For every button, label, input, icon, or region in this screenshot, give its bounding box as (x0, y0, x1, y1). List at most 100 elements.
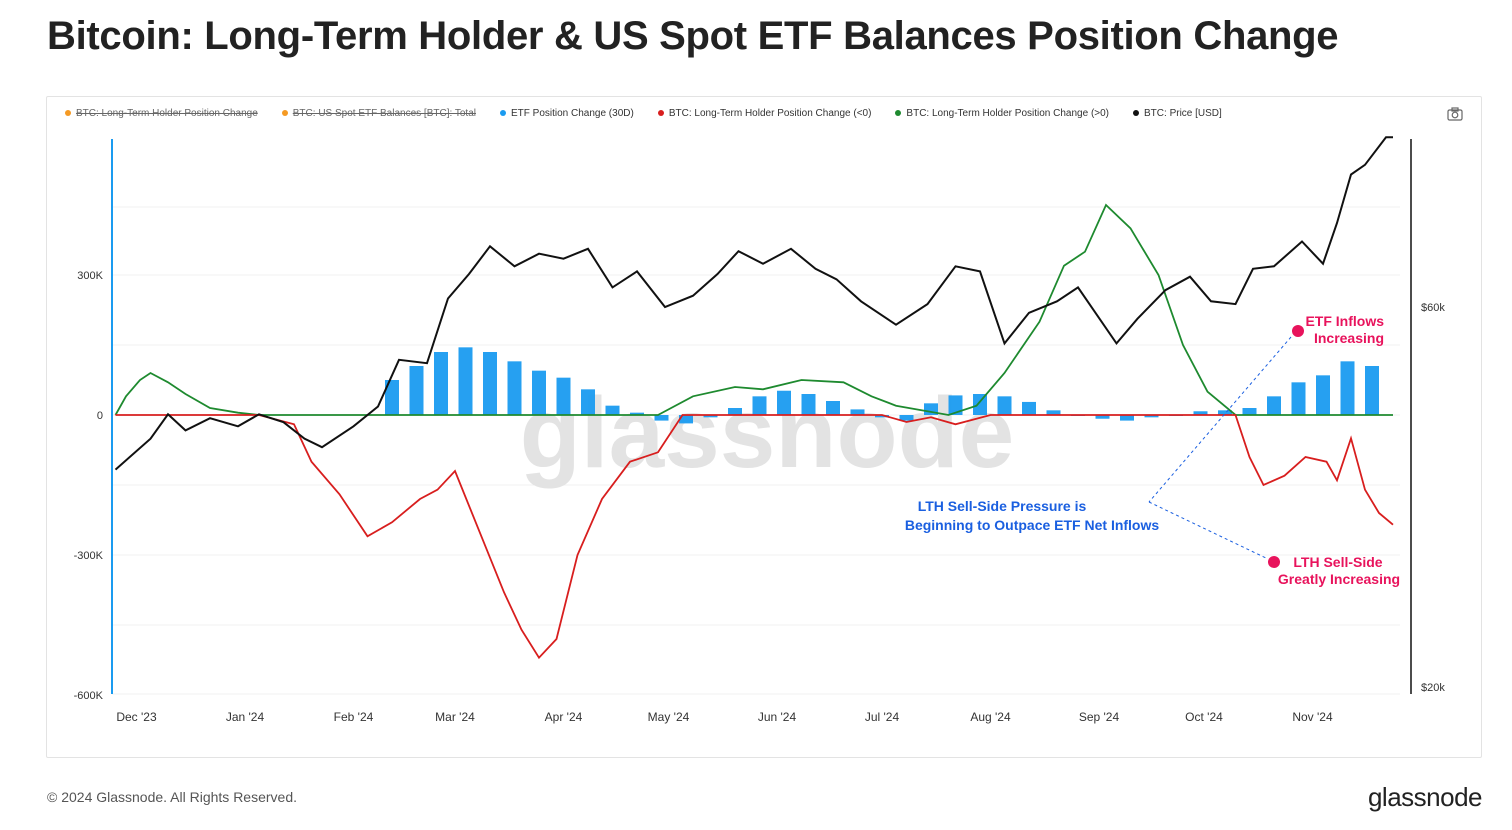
etf-bar (899, 415, 914, 421)
etf-bar (1340, 361, 1355, 415)
y-left-tick-label: -300K (74, 550, 104, 562)
etf-bar (385, 380, 399, 415)
legend-item[interactable]: BTC: US Spot ETF Balances [BTC]: Total (281, 106, 476, 120)
etf-bar (605, 405, 620, 415)
etf-bar (556, 377, 571, 415)
annotation-leader (1148, 336, 1292, 503)
x-tick-label: Oct '24 (1185, 710, 1223, 724)
annotation-text: LTH Sell-Side (1293, 554, 1382, 570)
etf-bar (507, 361, 522, 415)
annotation-text: Increasing (1314, 330, 1384, 346)
legend-item[interactable]: ETF Position Change (30D) (499, 106, 634, 120)
legend-dot-icon (65, 110, 71, 116)
etf-bar (1022, 401, 1036, 415)
legend-item[interactable]: BTC: Long-Term Holder Position Change (>… (895, 106, 1109, 120)
etf-bar (679, 415, 693, 424)
etf-bar (875, 415, 889, 418)
x-tick-label: Jun '24 (758, 710, 797, 724)
legend-label: BTC: Long-Term Holder Position Change (>… (906, 107, 1110, 119)
legend-dot-icon (657, 110, 664, 116)
annotation-text: Beginning to Outpace ETF Net Inflows (905, 517, 1160, 533)
etf-bar (1046, 410, 1061, 415)
legend-label: ETF Position Change (30D) (510, 107, 634, 119)
y-left-tick-label: -600K (74, 690, 104, 702)
legend-dot-icon (895, 110, 902, 116)
x-tick-label: Jul '24 (865, 710, 900, 724)
annotation-text: Greatly Increasing (1278, 571, 1400, 587)
etf-bar (1316, 375, 1330, 415)
legend-dot-icon (499, 110, 506, 116)
x-tick-label: Sep '24 (1079, 710, 1120, 724)
annotation-leader (1148, 501, 1269, 560)
legend-item[interactable]: BTC: Price [USD] (1133, 106, 1222, 120)
etf-bar (777, 390, 791, 415)
legend: BTC: Long-Term Holder Position Change BTC… (65, 106, 1246, 120)
etf-bar (1242, 408, 1257, 415)
etf-bar (924, 403, 938, 415)
chart-card: glassnode 300K 0 -300K -600K $60k $20k Dec '23… (46, 96, 1482, 758)
etf-bar (997, 396, 1012, 415)
legend-label: BTC: US Spot ETF Balances [BTC]: Total (292, 107, 476, 119)
legend-item[interactable]: BTC: Long-Term Holder Position Change (<… (657, 106, 872, 120)
x-tick-label: Apr '24 (545, 710, 583, 724)
etf-bar (581, 389, 595, 415)
x-tick-label: Aug '24 (970, 710, 1011, 724)
etf-bar (1365, 366, 1379, 415)
axes: 300K 0 -300K -600K $60k $20k Dec '23 Jan '24 Feb… (74, 139, 1445, 724)
watermark: glassnode (520, 377, 1015, 489)
etf-bar (1144, 415, 1159, 418)
annotation-text: ETF Inflows (1305, 313, 1384, 329)
x-tick-label: Nov '24 (1292, 710, 1333, 724)
legend-item[interactable]: BTC: Long-Term Holder Position Change (65, 106, 258, 120)
legend-label: BTC: Price [USD] (1144, 107, 1222, 119)
x-tick-label: Mar '24 (435, 710, 475, 724)
etf-bar (1267, 396, 1281, 415)
brand-logo: glassnode (1367, 782, 1483, 812)
x-tick-label: Dec '23 (116, 710, 157, 724)
lth-positive-line (114, 203, 1393, 416)
y-left-tick-label: 0 (97, 410, 103, 422)
y-right-tick-label: $20k (1421, 682, 1445, 694)
etf-bar (458, 347, 473, 415)
etf-bar (532, 370, 546, 415)
price-line (114, 136, 1393, 471)
etf-bar (801, 394, 816, 415)
legend-dot-icon (281, 110, 288, 116)
etf-bars (385, 347, 1379, 424)
y-right-tick-label: $60k (1421, 302, 1445, 314)
etf-bar (654, 415, 669, 421)
etf-bar (1120, 415, 1134, 421)
etf-bar (483, 352, 497, 415)
x-tick-label: May '24 (648, 710, 690, 724)
lth-negative-line (115, 414, 1394, 660)
copyright-footer: © 2024 Glassnode. All Rights Reserved. (47, 789, 298, 805)
legend-label: BTC: Long-Term Holder Position Change (76, 107, 258, 119)
legend-label: BTC: Long-Term Holder Position Change (<… (668, 107, 872, 119)
etf-bar (948, 395, 963, 415)
x-tick-label: Jan '24 (226, 710, 265, 724)
etf-bar (752, 396, 767, 415)
etf-bar (1218, 410, 1232, 415)
etf-bar (1095, 415, 1110, 419)
annotation-marker-etf (1292, 325, 1304, 337)
etf-bar (1193, 411, 1208, 415)
etf-bar (434, 352, 448, 415)
etf-bar (826, 401, 840, 415)
annotation-marker-lth (1268, 556, 1280, 568)
chart-svg[interactable]: glassnode 300K 0 -300K -600K $60k $20k Dec '23… (47, 97, 1481, 757)
etf-bar (409, 366, 424, 415)
etf-bar (973, 394, 987, 415)
etf-bar (1291, 382, 1306, 415)
camera-icon[interactable] (1447, 107, 1463, 121)
page-title: Bitcoin: Long-Term Holder & US Spot ETF … (47, 14, 1339, 58)
y-left-tick-label: 300K (77, 270, 103, 282)
etf-bar (703, 415, 718, 418)
series-lines (114, 136, 1394, 660)
etf-bar (728, 408, 742, 415)
x-tick-label: Feb '24 (334, 710, 374, 724)
etf-bar (850, 409, 865, 415)
etf-bar (630, 412, 644, 415)
annotation-text: LTH Sell-Side Pressure is (918, 498, 1087, 514)
legend-dot-icon (1133, 110, 1140, 116)
